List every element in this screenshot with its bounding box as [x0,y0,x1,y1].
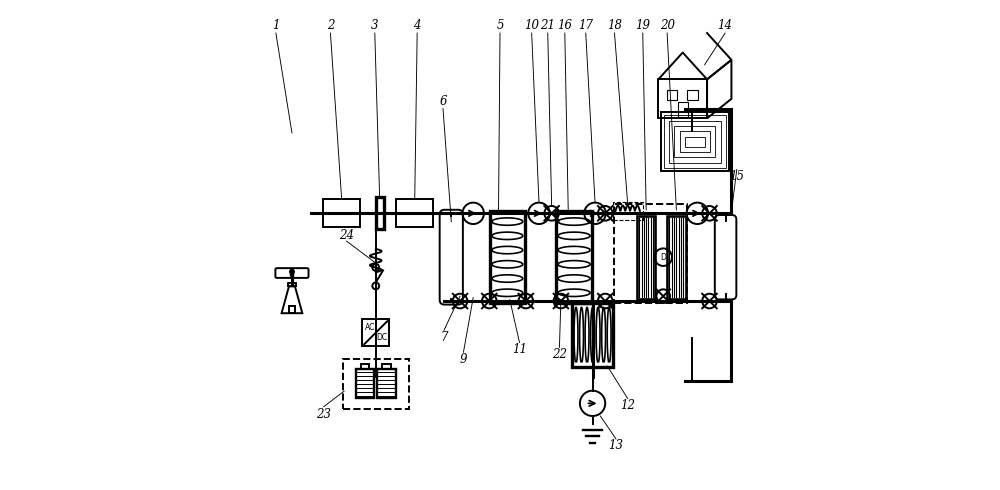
Bar [667,216,686,298]
Bar [637,216,655,298]
Bar [362,319,389,346]
Text: 21: 21 [540,19,555,32]
Bar [664,116,726,168]
Bar [669,121,721,163]
Bar [356,369,374,398]
Bar [490,211,525,303]
Text: 18: 18 [607,19,622,32]
Text: 11: 11 [512,343,527,356]
Text: 1: 1 [272,19,280,32]
Text: 17: 17 [578,19,593,32]
Bar [680,131,710,152]
Text: 6: 6 [439,95,447,108]
Text: 10: 10 [524,19,539,32]
Text: AC: AC [365,323,375,332]
Bar [614,203,687,303]
Bar [687,90,698,100]
Text: 5: 5 [496,19,504,32]
Bar [613,202,643,220]
Text: 20: 20 [660,19,675,32]
Bar [572,303,613,367]
Bar [361,364,369,369]
Bar [678,102,688,117]
Text: 13: 13 [608,439,623,452]
Text: 12: 12 [620,399,635,412]
Bar [323,199,360,227]
Bar [667,90,677,100]
Bar [396,199,433,227]
Text: D: D [660,253,666,262]
Text: 23: 23 [316,408,331,420]
Text: 19: 19 [635,19,650,32]
Text: 2: 2 [327,19,334,32]
Bar [377,369,396,398]
Bar [674,126,715,157]
Bar [289,306,295,313]
Bar [556,211,592,303]
Bar [661,113,729,171]
Text: 7: 7 [440,331,448,344]
Text: 4: 4 [413,19,421,32]
Text: 14: 14 [718,19,733,32]
Bar [343,359,409,409]
Text: 15: 15 [729,171,744,183]
Text: 24: 24 [339,229,354,242]
Bar [376,197,384,229]
Bar [685,137,705,147]
Bar [382,364,391,369]
Text: DC: DC [376,333,387,342]
Bar [658,79,707,118]
Text: 22: 22 [552,348,567,361]
Bar [288,284,296,287]
Text: 16: 16 [557,19,572,32]
Text: 9: 9 [460,353,467,366]
Text: 3: 3 [371,19,379,32]
